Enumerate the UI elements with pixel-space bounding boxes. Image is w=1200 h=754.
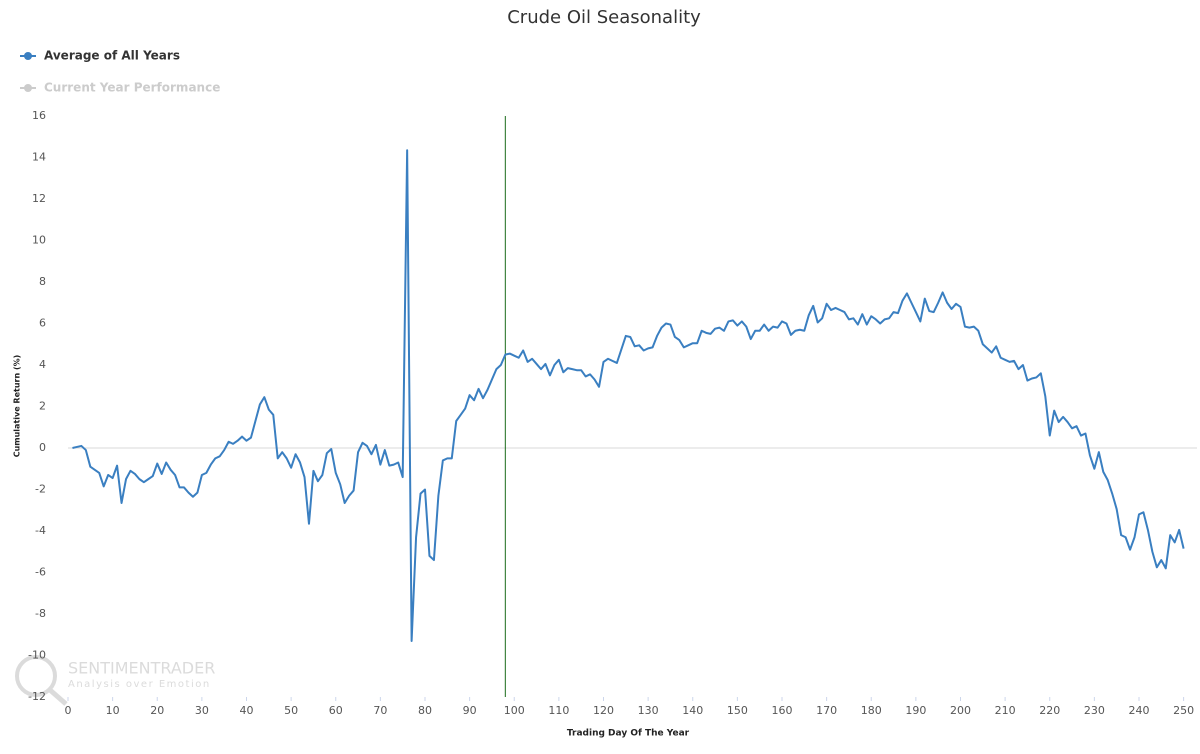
x-tick-label: 20 (150, 704, 164, 717)
watermark-tagline: Analysis over Emotion (68, 679, 211, 690)
x-tick-label: 60 (329, 704, 343, 717)
x-tick-label: 40 (239, 704, 253, 717)
x-tick-label: 190 (905, 704, 926, 717)
x-tick-label: 10 (106, 704, 120, 717)
x-tick-label: 250 (1173, 704, 1194, 717)
x-tick-label: 140 (682, 704, 703, 717)
legend-marker (24, 52, 32, 60)
y-tick-label: 0 (39, 441, 46, 454)
x-tick-label: 210 (995, 704, 1016, 717)
watermark-name: SENTIMENTRADER (68, 659, 215, 678)
x-tick-label: 50 (284, 704, 298, 717)
y-axis-label: Cumulative Return (%) (13, 355, 22, 458)
legend-item[interactable]: Current Year Performance (20, 81, 220, 95)
x-tick-label: 70 (373, 704, 387, 717)
legend-item[interactable]: Average of All Years (20, 49, 180, 63)
x-tick-label: 120 (593, 704, 614, 717)
chart-title: Crude Oil Seasonality (507, 7, 701, 28)
y-tick-label: -10 (28, 649, 46, 662)
x-tick-label: 180 (861, 704, 882, 717)
y-tick-label: -2 (35, 483, 46, 496)
x-tick-label: 220 (1039, 704, 1060, 717)
y-tick-label: 8 (39, 275, 46, 288)
x-tick-label: 30 (195, 704, 209, 717)
x-tick-label: 170 (816, 704, 837, 717)
x-tick-label: 90 (463, 704, 477, 717)
watermark-icon (15, 655, 57, 697)
x-tick-label: 160 (771, 704, 792, 717)
x-tick-label: 0 (65, 704, 72, 717)
x-tick-label: 130 (638, 704, 659, 717)
x-tick-label: 240 (1128, 704, 1149, 717)
y-tick-label: 2 (39, 400, 46, 413)
x-tick-label: 150 (727, 704, 748, 717)
y-tick-label: -6 (35, 566, 46, 579)
y-tick-label: 12 (32, 192, 46, 205)
y-tick-label: 14 (32, 151, 46, 164)
x-tick-label: 110 (548, 704, 569, 717)
watermark-icon (48, 688, 68, 706)
y-tick-label: 6 (39, 317, 46, 330)
y-tick-label: 10 (32, 234, 46, 247)
y-tick-label: -12 (28, 690, 46, 703)
legend-marker (24, 84, 32, 92)
y-tick-label: 4 (39, 358, 46, 371)
legend-label: Current Year Performance (44, 81, 220, 95)
x-tick-label: 200 (950, 704, 971, 717)
x-tick-label: 80 (418, 704, 432, 717)
legend-label: Average of All Years (44, 49, 180, 63)
y-tick-label: -4 (35, 524, 46, 537)
x-tick-label: 100 (504, 704, 525, 717)
y-tick-label: -8 (35, 607, 46, 620)
y-tick-label: 16 (32, 109, 46, 122)
x-axis-label: Trading Day Of The Year (567, 729, 690, 739)
x-tick-label: 230 (1084, 704, 1105, 717)
watermark: SENTIMENTRADER Analysis over Emotion (15, 655, 215, 706)
data-line (72, 149, 1185, 642)
